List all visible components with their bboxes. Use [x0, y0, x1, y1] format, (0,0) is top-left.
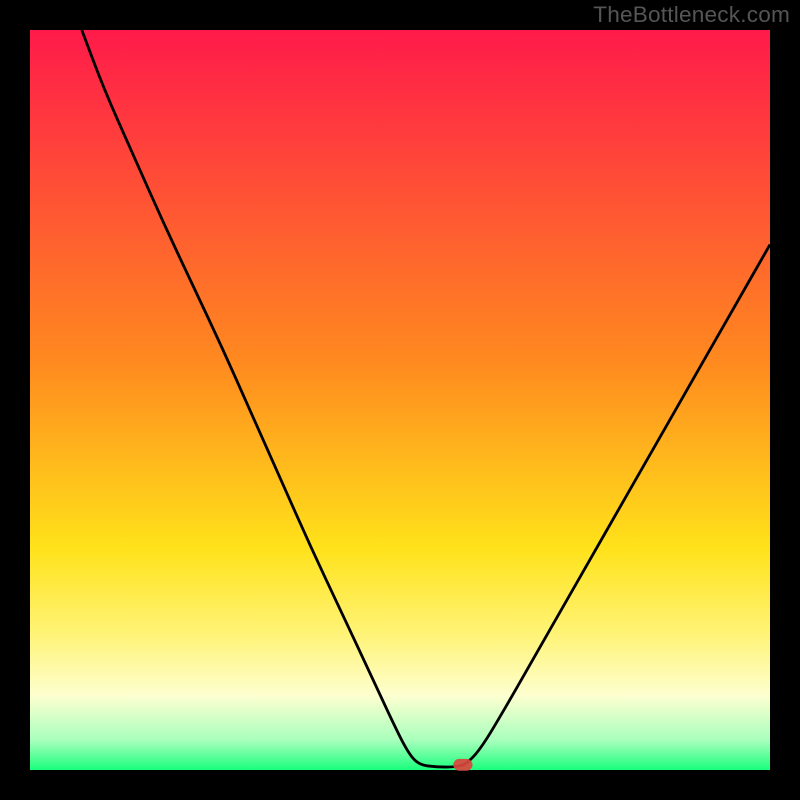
- optimum-marker: [453, 759, 472, 771]
- bottleneck-curve: [82, 30, 770, 767]
- chart-root: TheBottleneck.com: [0, 0, 800, 800]
- curve-layer: [0, 0, 800, 800]
